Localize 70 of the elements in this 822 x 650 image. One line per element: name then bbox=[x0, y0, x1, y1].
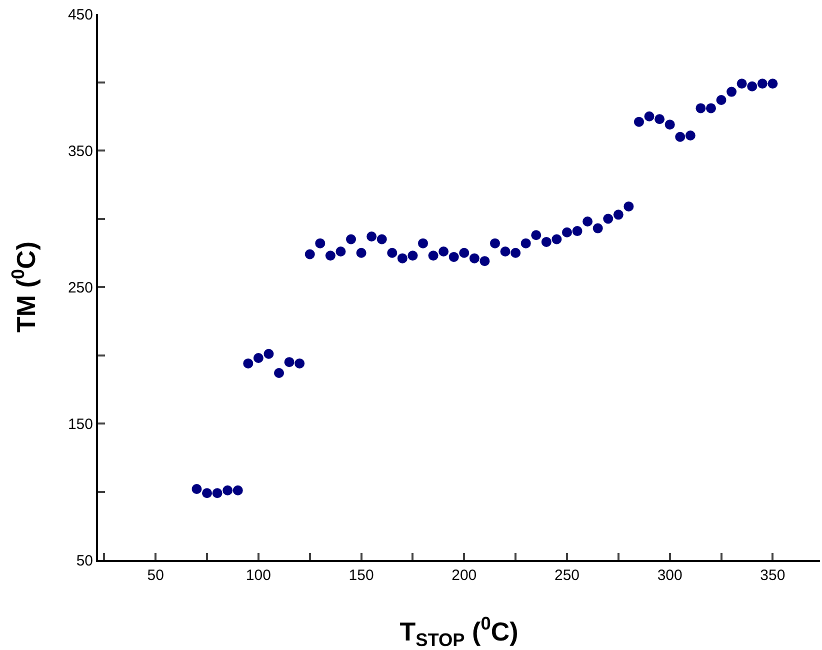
point bbox=[613, 210, 624, 220]
point bbox=[634, 116, 644, 127]
point bbox=[541, 236, 552, 247]
point bbox=[418, 238, 428, 248]
point bbox=[582, 216, 593, 226]
point bbox=[284, 357, 294, 368]
point bbox=[253, 352, 264, 363]
x-tick-label: 200 bbox=[452, 567, 477, 584]
point bbox=[654, 114, 665, 124]
point bbox=[768, 78, 778, 89]
x-tick-label: 100 bbox=[246, 567, 271, 584]
point bbox=[552, 234, 562, 244]
y-tick-label: 50 bbox=[76, 552, 93, 570]
point bbox=[397, 253, 408, 264]
point bbox=[757, 78, 768, 89]
point bbox=[480, 256, 490, 266]
point bbox=[212, 488, 222, 498]
point bbox=[336, 246, 346, 257]
point bbox=[387, 248, 398, 258]
point bbox=[736, 78, 747, 89]
point bbox=[592, 223, 603, 234]
point bbox=[644, 111, 654, 122]
point bbox=[716, 95, 726, 105]
point bbox=[222, 485, 233, 496]
point bbox=[500, 246, 510, 257]
y-tick-label: 250 bbox=[68, 279, 93, 296]
point bbox=[408, 250, 418, 261]
x-tick-label: 150 bbox=[348, 567, 374, 584]
point bbox=[572, 226, 582, 236]
point bbox=[747, 81, 758, 92]
point bbox=[459, 248, 470, 258]
x-axis-title: T$_{STOP}$ ($^{0}$C) bbox=[400, 614, 518, 650]
point bbox=[706, 103, 716, 114]
point bbox=[603, 214, 614, 224]
x-tick-label: 250 bbox=[554, 567, 580, 584]
point bbox=[264, 348, 274, 359]
point bbox=[274, 368, 284, 378]
point bbox=[726, 86, 737, 97]
point bbox=[315, 238, 326, 248]
point bbox=[192, 484, 202, 494]
point bbox=[624, 201, 634, 212]
point bbox=[510, 248, 521, 258]
x-tick-label: 350 bbox=[760, 567, 786, 584]
point bbox=[346, 234, 356, 244]
y-tick-label: 350 bbox=[68, 142, 93, 160]
x-tick-label: 300 bbox=[657, 567, 682, 584]
point bbox=[685, 130, 696, 140]
point bbox=[356, 248, 366, 258]
x-tick-label: 50 bbox=[147, 567, 164, 584]
point bbox=[294, 358, 305, 368]
point bbox=[202, 488, 212, 498]
point bbox=[664, 120, 675, 130]
point bbox=[448, 252, 459, 262]
point bbox=[696, 103, 706, 114]
y-tick-label: 150 bbox=[68, 416, 93, 433]
point bbox=[531, 230, 542, 240]
point bbox=[376, 234, 387, 244]
point bbox=[438, 246, 449, 257]
point bbox=[428, 250, 438, 261]
point bbox=[243, 358, 254, 368]
point bbox=[562, 227, 572, 238]
point bbox=[490, 238, 500, 248]
point bbox=[232, 485, 243, 496]
point bbox=[304, 249, 315, 260]
point bbox=[675, 132, 686, 142]
y-tick-label: 450 bbox=[68, 6, 93, 24]
point bbox=[469, 253, 480, 264]
point bbox=[366, 232, 377, 242]
point bbox=[520, 238, 531, 248]
point bbox=[325, 250, 336, 261]
